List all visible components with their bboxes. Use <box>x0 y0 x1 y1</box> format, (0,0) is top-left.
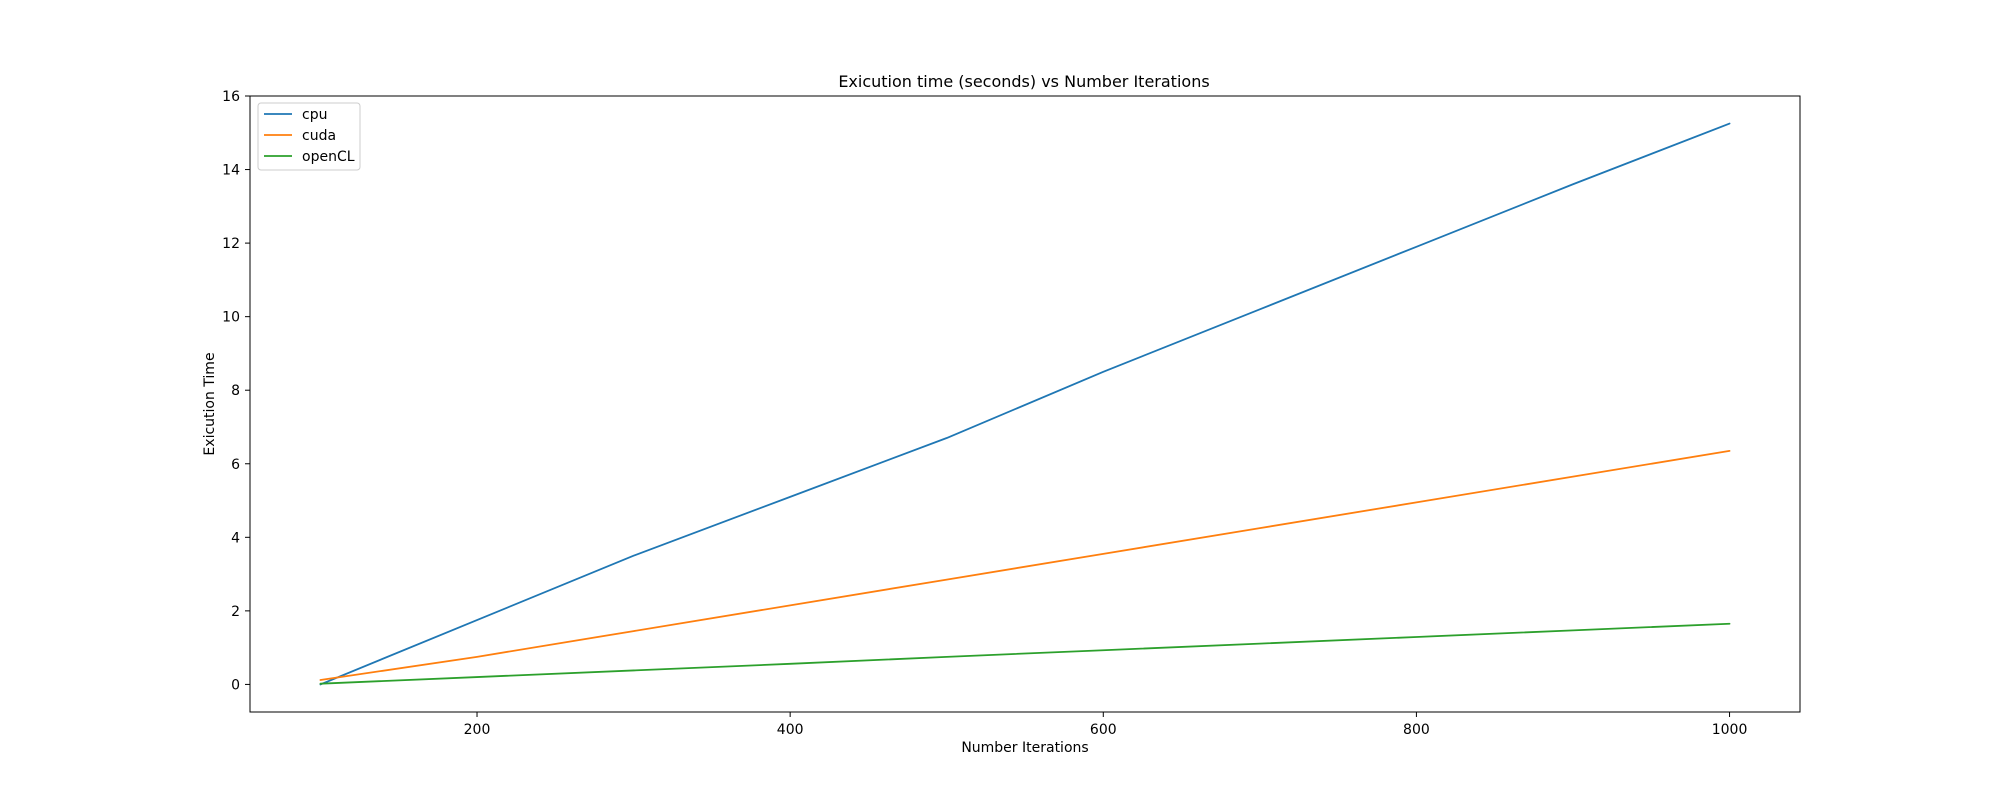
plot-frame <box>249 95 1801 713</box>
y-tick-label: 4 <box>231 530 240 546</box>
plot-area <box>319 122 1731 686</box>
legend-label-cuda: cuda <box>302 128 336 144</box>
y-tick-label: 16 <box>222 89 240 105</box>
x-axis: 200 400 600 800 1000 <box>464 712 1748 738</box>
y-tick-label: 6 <box>231 457 240 473</box>
legend-box <box>257 102 361 171</box>
x-tick-label: 200 <box>464 722 491 738</box>
x-axis-label: Number Iterations <box>961 740 1088 756</box>
x-tick-label: 1000 <box>1712 722 1748 738</box>
y-tick-label: 8 <box>231 383 240 399</box>
y-tick-label: 0 <box>231 677 240 693</box>
x-tick-label: 400 <box>777 722 804 738</box>
y-tick-label: 12 <box>222 236 240 252</box>
series-line-cpu <box>319 122 1731 686</box>
y-axis-label: Exicution Time <box>202 352 218 455</box>
x-tick-label: 600 <box>1090 722 1117 738</box>
legend-label-opencl: openCL <box>302 149 355 165</box>
series-line-cuda <box>319 449 1731 681</box>
y-tick-label: 2 <box>231 604 240 620</box>
chart-title: Exicution time (seconds) vs Number Itera… <box>838 72 1209 91</box>
legend: cpu cuda openCL <box>257 102 361 171</box>
series-line-opencl <box>319 622 1731 685</box>
x-tick-label: 800 <box>1403 722 1430 738</box>
y-tick-label: 14 <box>222 163 240 179</box>
y-axis: 0 2 4 6 8 10 12 14 16 <box>222 89 250 693</box>
y-tick-label: 10 <box>222 310 240 326</box>
legend-label-cpu: cpu <box>302 107 327 123</box>
